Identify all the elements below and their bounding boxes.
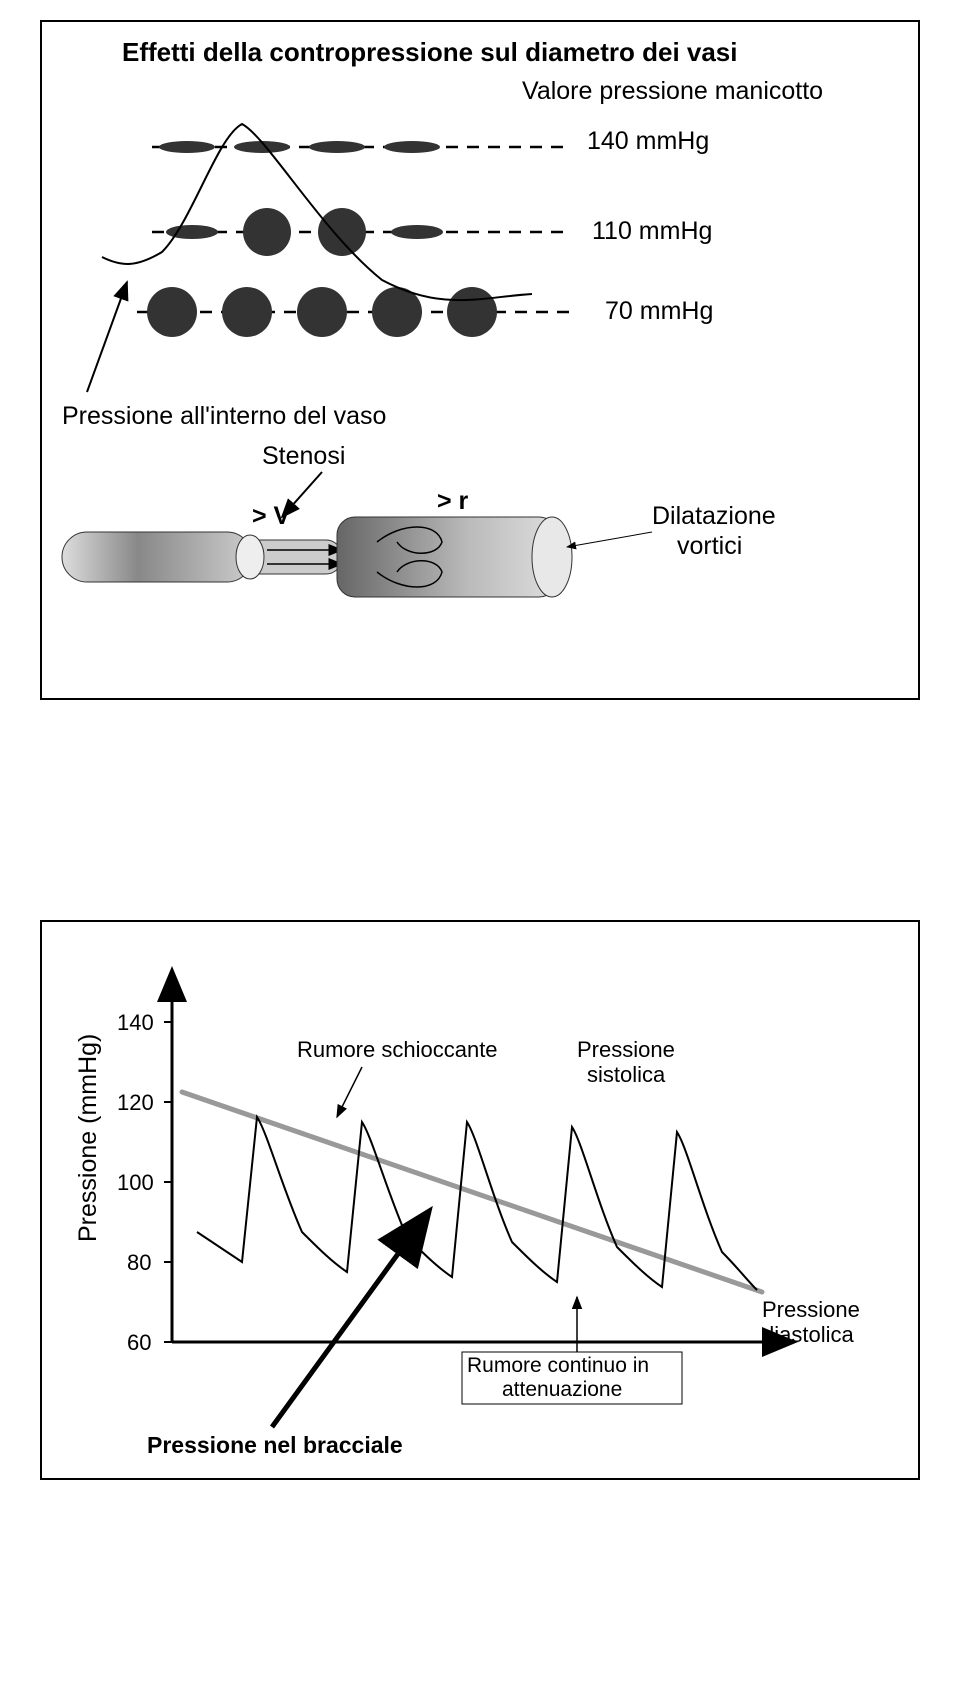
diagram-panel-1: Effetti della contropressione sul diamet…	[40, 20, 920, 700]
ytick-80: 80	[127, 1250, 151, 1276]
ytick-100: 100	[117, 1170, 154, 1196]
panel1-svg	[42, 22, 912, 698]
panel2-svg	[42, 922, 912, 1478]
ytick-120: 120	[117, 1090, 154, 1116]
diagram-panel-2: Pressione (mmHg) Rumore schioccante Pres…	[40, 920, 920, 1480]
ytick-140: 140	[117, 1010, 154, 1036]
ytick-60: 60	[127, 1330, 151, 1356]
